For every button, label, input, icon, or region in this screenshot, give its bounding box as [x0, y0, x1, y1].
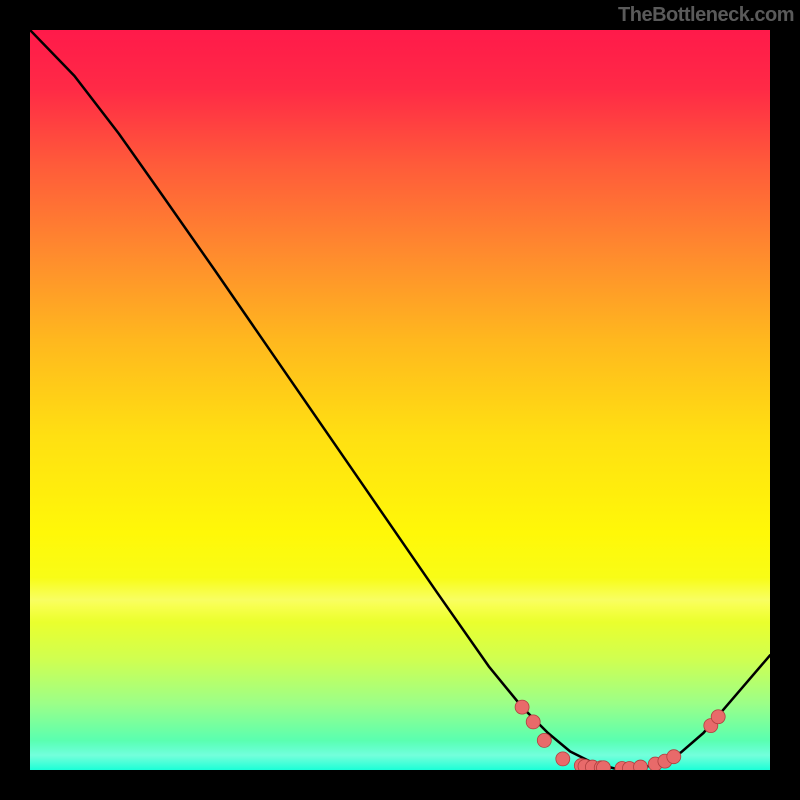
gradient-background: [30, 30, 770, 770]
data-marker: [526, 715, 540, 729]
glow-band: [30, 578, 770, 622]
chart-canvas: [30, 30, 770, 770]
data-marker: [537, 733, 551, 747]
watermark-text: TheBottleneck.com: [618, 4, 794, 27]
data-marker: [711, 710, 725, 724]
data-marker: [634, 760, 648, 770]
data-marker: [556, 752, 570, 766]
data-marker: [667, 750, 681, 764]
data-marker: [515, 700, 529, 714]
